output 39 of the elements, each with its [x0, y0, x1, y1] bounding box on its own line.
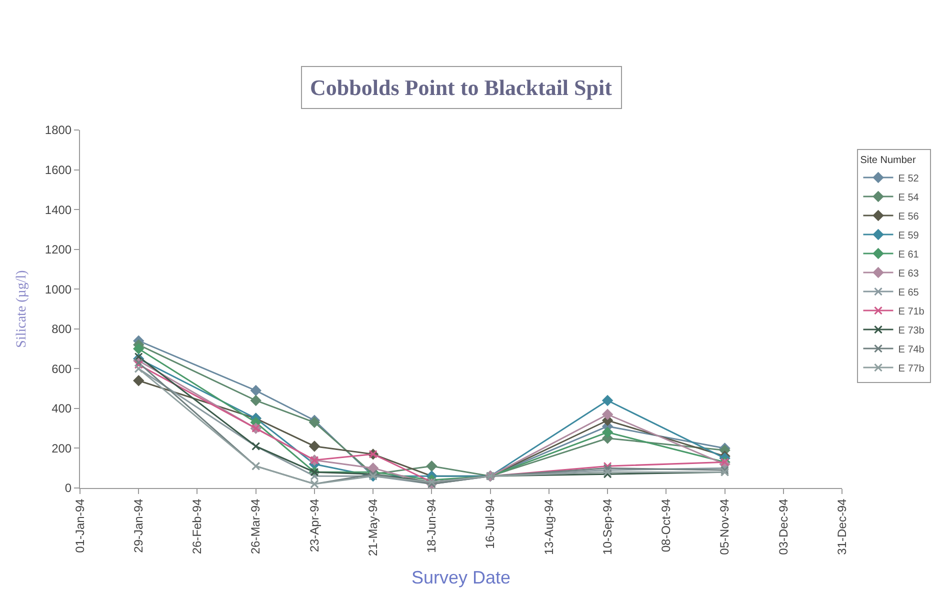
x-axis-title: Survey Date	[411, 567, 511, 588]
x-tick-label: 10-Sep-94	[600, 498, 614, 555]
legend-label: E 65	[898, 287, 920, 298]
legend-label: E 73b	[898, 325, 925, 336]
y-tick-label: 0	[64, 481, 72, 496]
x-tick-label: 29-Jan-94	[132, 498, 146, 553]
chart-title: Cobbolds Point to Blacktail Spit	[310, 75, 613, 100]
y-tick-label: 1600	[44, 162, 72, 177]
x-tick-label: 21-May-94	[366, 498, 380, 556]
y-tick-label: 400	[52, 402, 72, 416]
x-tick-label: 03-Dec-94	[776, 498, 790, 555]
x-tick-label: 26-Mar-94	[248, 498, 263, 554]
x-tick-label: 05-Nov-94	[718, 498, 732, 555]
legend-label: E 71b	[898, 306, 925, 318]
x-tick-label: 01-Jan-94	[72, 498, 87, 553]
y-tick-label: 600	[52, 362, 72, 376]
y-tick-label: 1400	[44, 202, 72, 217]
y-tick-label: 1000	[44, 282, 72, 296]
legend-label: E 63	[898, 268, 920, 280]
y-axis-title: Silicate (µg/l)	[14, 270, 30, 348]
legend-label: E 54	[898, 192, 920, 204]
x-tick-label: 16-Jul-94	[483, 498, 498, 549]
x-tick-label: 31-Dec-94	[834, 498, 849, 555]
legend-label: E 56	[898, 211, 920, 222]
x-tick-label: 26-Feb-94	[190, 498, 204, 554]
legend-label: E 77b	[898, 363, 925, 374]
x-tick-label: 08-Oct-94	[659, 498, 674, 552]
legend-label: E 61	[898, 249, 920, 260]
legend-label: E 52	[898, 173, 920, 184]
x-tick-label: 18-Jun-94	[424, 498, 439, 553]
y-tick-label: 1200	[44, 242, 72, 257]
legend-label: E 59	[898, 230, 920, 242]
y-tick-label: 200	[52, 441, 72, 456]
x-tick-label: 13-Aug-94	[542, 498, 556, 555]
x-tick-label: 23-Apr-94	[307, 498, 322, 552]
y-tick-label: 800	[52, 322, 72, 336]
legend-title: Site Number	[860, 155, 916, 166]
legend-label: E 74b	[898, 344, 925, 356]
y-tick-label: 1800	[44, 123, 72, 138]
